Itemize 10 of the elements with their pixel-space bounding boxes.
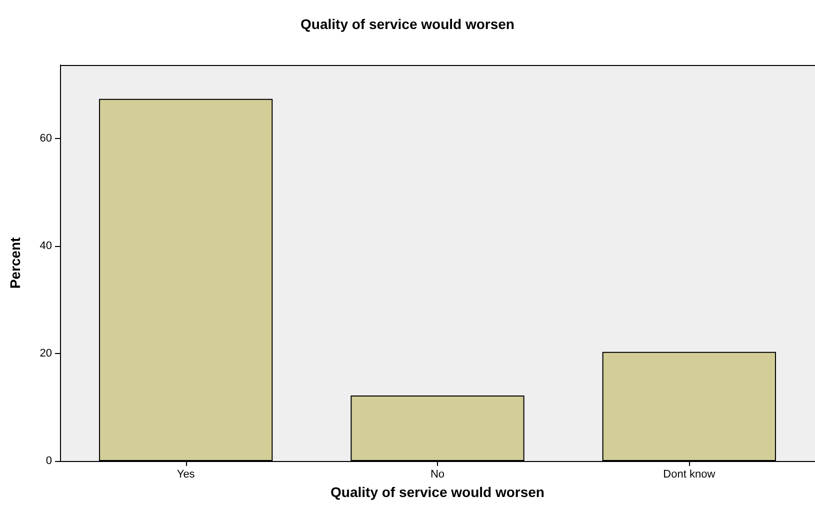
y-tick-label: 0 (46, 455, 52, 467)
y-tick-label: 40 (40, 240, 52, 252)
x-tick-label: Yes (176, 468, 196, 480)
y-tick-label: 60 (40, 132, 52, 145)
x-axis-title: Quality of service would worsen (330, 484, 544, 500)
x-tick-label: Dont know (663, 468, 716, 480)
y-axis-title: Percent (7, 236, 23, 289)
x-tick-label: No (430, 468, 445, 480)
chart-title: Quality of service would worsen (300, 16, 514, 32)
y-tick-label: 20 (40, 348, 52, 360)
